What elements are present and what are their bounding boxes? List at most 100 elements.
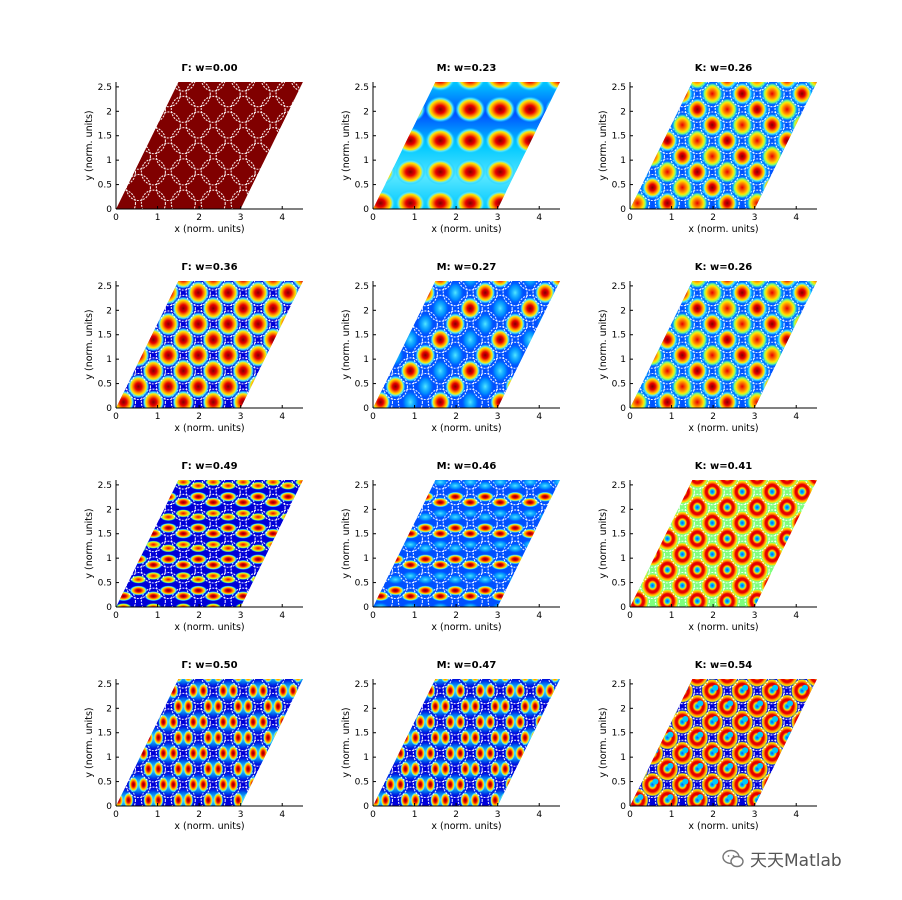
subplot-title: K: w=0.26 — [695, 63, 753, 74]
y-tick-label: 2.5 — [98, 481, 112, 491]
y-axis-label: y (norm. units) — [598, 508, 609, 578]
y-tick-label: 1 — [106, 554, 112, 564]
field-background — [116, 82, 303, 209]
y-tick-label: 0.5 — [98, 181, 112, 191]
y-tick-label: 1 — [363, 355, 369, 365]
x-axis-label: x (norm. units) — [688, 821, 758, 832]
axes: 0 1 2 3 4 0 0.5 1 1.5 2 2.5 — [98, 82, 303, 223]
field — [630, 679, 817, 806]
y-tick-label: 2 — [106, 704, 112, 714]
x-tick-label: 3 — [238, 611, 244, 621]
x-tick-label: 1 — [155, 412, 161, 422]
x-axis-label: x (norm. units) — [688, 423, 758, 434]
field — [630, 82, 817, 209]
field — [630, 480, 817, 607]
x-axis-label: x (norm. units) — [688, 224, 758, 235]
x-tick-label: 4 — [536, 213, 542, 223]
y-tick-label: 1.5 — [612, 331, 626, 341]
x-tick-label: 0 — [627, 213, 633, 223]
axes: 0 1 2 3 4 0 0.5 1 1.5 2 2.5 — [612, 679, 817, 820]
y-axis-label: y (norm. units) — [84, 707, 95, 777]
x-tick-label: 1 — [669, 810, 675, 820]
subplot-9: 0 1 2 3 4 0 0.5 1 1.5 2 2.5 K: w=0.41 x (norm. units… — [598, 461, 817, 633]
subplot-title: M: w=0.46 — [437, 461, 497, 472]
axes: 0 1 2 3 4 0 0.5 1 1.5 2 2.5 — [612, 480, 817, 621]
y-tick-label: 2 — [620, 704, 626, 714]
y-tick-label: 0 — [620, 603, 626, 613]
y-tick-label: 1.5 — [612, 530, 626, 540]
subplot-4: 0 1 2 3 4 0 0.5 1 1.5 2 2.5 Γ: w=0.36 x (norm. units… — [84, 262, 303, 434]
x-tick-label: 3 — [495, 412, 501, 422]
subplot-11: 0 1 2 3 4 0 0.5 1 1.5 2 2.5 M: w=0.47 x (norm. units… — [341, 660, 560, 832]
y-tick-label: 1 — [106, 753, 112, 763]
x-tick-label: 1 — [412, 810, 418, 820]
y-tick-label: 2.5 — [98, 282, 112, 292]
x-tick-label: 2 — [710, 213, 716, 223]
y-axis-label: y (norm. units) — [341, 508, 352, 578]
subplot-title: Γ: w=0.50 — [181, 660, 237, 671]
x-tick-label: 0 — [370, 810, 376, 820]
x-axis-label: x (norm. units) — [174, 622, 244, 633]
x-tick-label: 4 — [536, 611, 542, 621]
y-tick-label: 1 — [620, 753, 626, 763]
field — [373, 480, 560, 607]
y-tick-label: 2 — [363, 704, 369, 714]
y-tick-label: 1.5 — [355, 729, 369, 739]
x-tick-label: 4 — [793, 213, 799, 223]
y-tick-label: 0 — [106, 603, 112, 613]
x-tick-label: 3 — [495, 810, 501, 820]
x-tick-label: 0 — [370, 412, 376, 422]
y-tick-label: 0 — [363, 205, 369, 215]
field — [373, 281, 560, 408]
y-tick-label: 1.5 — [98, 331, 112, 341]
x-tick-label: 4 — [279, 412, 285, 422]
y-tick-label: 0 — [363, 802, 369, 812]
y-tick-label: 2.5 — [355, 481, 369, 491]
y-tick-label: 0.5 — [612, 579, 626, 589]
y-tick-label: 0 — [363, 603, 369, 613]
y-tick-label: 2.5 — [355, 680, 369, 690]
subplot-title: M: w=0.27 — [437, 262, 497, 273]
x-axis-label: x (norm. units) — [431, 224, 501, 235]
y-tick-label: 1.5 — [355, 530, 369, 540]
y-tick-label: 0.5 — [355, 778, 369, 788]
x-tick-label: 3 — [752, 412, 758, 422]
axes: 0 1 2 3 4 0 0.5 1 1.5 2 2.5 — [98, 679, 303, 820]
wechat-icon — [722, 849, 744, 867]
field — [373, 679, 560, 806]
x-tick-label: 4 — [279, 213, 285, 223]
y-tick-label: 1 — [363, 156, 369, 166]
y-tick-label: 0 — [363, 404, 369, 414]
y-tick-label: 2.5 — [355, 83, 369, 93]
x-tick-label: 2 — [710, 611, 716, 621]
x-tick-label: 3 — [752, 611, 758, 621]
y-axis-label: y (norm. units) — [598, 707, 609, 777]
y-tick-label: 2.5 — [612, 83, 626, 93]
subplot-title: M: w=0.23 — [437, 63, 497, 74]
subplot-title: M: w=0.47 — [437, 660, 497, 671]
y-tick-label: 1.5 — [612, 729, 626, 739]
axes: 0 1 2 3 4 0 0.5 1 1.5 2 2.5 — [355, 281, 560, 422]
x-tick-label: 4 — [536, 412, 542, 422]
x-tick-label: 3 — [238, 412, 244, 422]
x-tick-label: 3 — [495, 213, 501, 223]
field — [630, 281, 817, 408]
x-tick-label: 0 — [113, 611, 119, 621]
x-tick-label: 3 — [752, 810, 758, 820]
y-tick-label: 0.5 — [612, 778, 626, 788]
subplot-title: K: w=0.41 — [695, 461, 753, 472]
subplot-7: 0 1 2 3 4 0 0.5 1 1.5 2 2.5 Γ: w=0.49 x (norm. units… — [84, 461, 303, 633]
y-tick-label: 1 — [106, 355, 112, 365]
x-tick-label: 2 — [196, 213, 202, 223]
x-tick-label: 2 — [453, 213, 459, 223]
y-tick-label: 1 — [620, 156, 626, 166]
x-tick-label: 1 — [412, 213, 418, 223]
field — [116, 679, 303, 806]
x-axis-label: x (norm. units) — [174, 224, 244, 235]
x-axis-label: x (norm. units) — [431, 423, 501, 434]
y-tick-label: 2.5 — [98, 83, 112, 93]
field — [373, 82, 560, 209]
y-tick-label: 1.5 — [98, 530, 112, 540]
y-tick-label: 2 — [363, 306, 369, 316]
y-axis-label: y (norm. units) — [84, 110, 95, 180]
